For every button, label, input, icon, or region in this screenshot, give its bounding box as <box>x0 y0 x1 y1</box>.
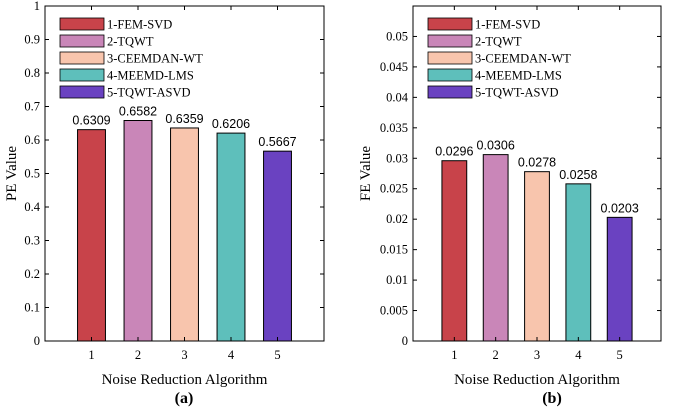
bar-1 <box>77 129 106 342</box>
x-axis-label: Noise Reduction Algorithm <box>102 372 268 388</box>
legend-entry: 1-FEM-SVD <box>107 18 172 32</box>
legend-swatch <box>427 68 473 82</box>
data-label: 0.6309 <box>72 114 110 128</box>
legend: 1-FEM-SVD 2-TQWT 3-CEEMDAN-WT 4-MEEMD-LMS 5-… <box>59 17 203 100</box>
legend-entry: 1-FEM-SVD <box>475 18 540 32</box>
bar-2 <box>482 154 509 342</box>
y-tick-label: 0.03 <box>386 151 408 165</box>
legend-entry: 5-TQWT-ASVD <box>107 86 191 100</box>
legend-entry: 4-MEEMD-LMS <box>475 69 562 83</box>
bar-3 <box>524 171 550 342</box>
bar-4 <box>565 183 592 342</box>
x-axis-label: Noise Reduction Algorithm <box>454 372 620 388</box>
y-tick-label: 0.05 <box>386 29 408 43</box>
x-tick-label: 2 <box>493 348 499 362</box>
y-tick-label: 0.04 <box>386 90 409 104</box>
x-tick-label: 1 <box>451 348 457 362</box>
bar-5 <box>606 216 633 342</box>
legend: 1-FEM-SVD 2-TQWT 3-CEEMDAN-WT 4-MEEMD-LMS 5-… <box>427 17 571 100</box>
data-label: 0.6582 <box>119 105 157 119</box>
legend-entry: 4-MEEMD-LMS <box>107 69 194 83</box>
x-tick-label: 4 <box>228 348 235 362</box>
panel-label: (a) <box>175 390 194 407</box>
data-label: 0.0278 <box>518 156 556 170</box>
bar-4 <box>216 132 246 342</box>
x-tick-label: 5 <box>274 348 280 362</box>
legend-swatch <box>427 34 473 48</box>
legend-swatch <box>427 85 473 99</box>
y-tick-label: 0.5 <box>24 167 40 181</box>
bar-1 <box>441 160 468 342</box>
y-tick-label: 0.3 <box>24 234 40 248</box>
x-tick-label: 4 <box>575 348 582 362</box>
y-tick-label: 0.01 <box>386 273 408 287</box>
data-label: 0.6206 <box>212 117 250 131</box>
y-tick-label: 0.045 <box>380 60 408 74</box>
x-tick-label: 2 <box>135 348 141 362</box>
legend-swatch <box>59 34 105 48</box>
legend-entry: 2-TQWT <box>475 35 522 49</box>
chart-panel-1: 0 0.1 0.2 0.3 0.4 0.5 0.6 0.7 0.8 0.9 1 0.6309 1 0.65… <box>4 0 325 407</box>
y-tick-label: 0.035 <box>380 121 408 135</box>
y-tick-label: 0.2 <box>24 267 40 281</box>
y-tick-label: 0.9 <box>24 33 40 47</box>
legend-swatch <box>59 68 105 82</box>
data-label: 0.6359 <box>165 112 203 126</box>
y-tick-label: 0.1 <box>24 301 40 315</box>
y-tick-label: 0 <box>34 334 40 348</box>
y-tick-label: 0.8 <box>24 66 40 80</box>
y-tick-label: 0.02 <box>386 212 408 226</box>
data-label: 0.0296 <box>435 145 473 159</box>
y-axis-label: FE Value <box>358 146 374 201</box>
y-tick-label: 1 <box>34 0 40 13</box>
x-tick-label: 5 <box>617 348 623 362</box>
x-tick-label: 1 <box>88 348 94 362</box>
legend-entry: 3-CEEMDAN-WT <box>107 52 203 66</box>
y-tick-label: 0.4 <box>24 200 40 214</box>
legend-entry: 2-TQWT <box>107 35 154 49</box>
bar-5 <box>263 150 292 342</box>
data-label: 0.0306 <box>477 139 515 153</box>
data-label: 0.0258 <box>559 168 597 182</box>
bar-3 <box>170 127 199 342</box>
panel-label: (b) <box>542 390 562 407</box>
x-tick-label: 3 <box>534 348 540 362</box>
y-tick-label: 0.025 <box>380 182 408 196</box>
legend-swatch <box>59 51 105 65</box>
legend-swatch <box>59 17 105 31</box>
y-tick-label: 0.6 <box>24 133 40 147</box>
data-label: 0.0203 <box>601 201 639 215</box>
y-tick-label: 0.015 <box>380 243 408 257</box>
bar-2 <box>123 120 153 342</box>
legend-entry: 3-CEEMDAN-WT <box>475 52 571 66</box>
legend-swatch <box>59 85 105 99</box>
y-axis-label: PE Value <box>4 146 20 201</box>
legend-swatch <box>427 17 473 31</box>
data-label: 0.5667 <box>258 135 296 149</box>
y-tick-label: 0.7 <box>24 100 40 114</box>
y-tick-label: 0 <box>402 334 408 348</box>
legend-swatch <box>427 51 473 65</box>
y-tick-label: 0.005 <box>380 304 408 318</box>
chart-panel-2: 0 0.005 0.01 0.015 0.02 0.025 0.03 0.035 0.04 0.0… <box>358 5 662 407</box>
legend-entry: 5-TQWT-ASVD <box>475 86 559 100</box>
x-tick-label: 3 <box>181 348 187 362</box>
